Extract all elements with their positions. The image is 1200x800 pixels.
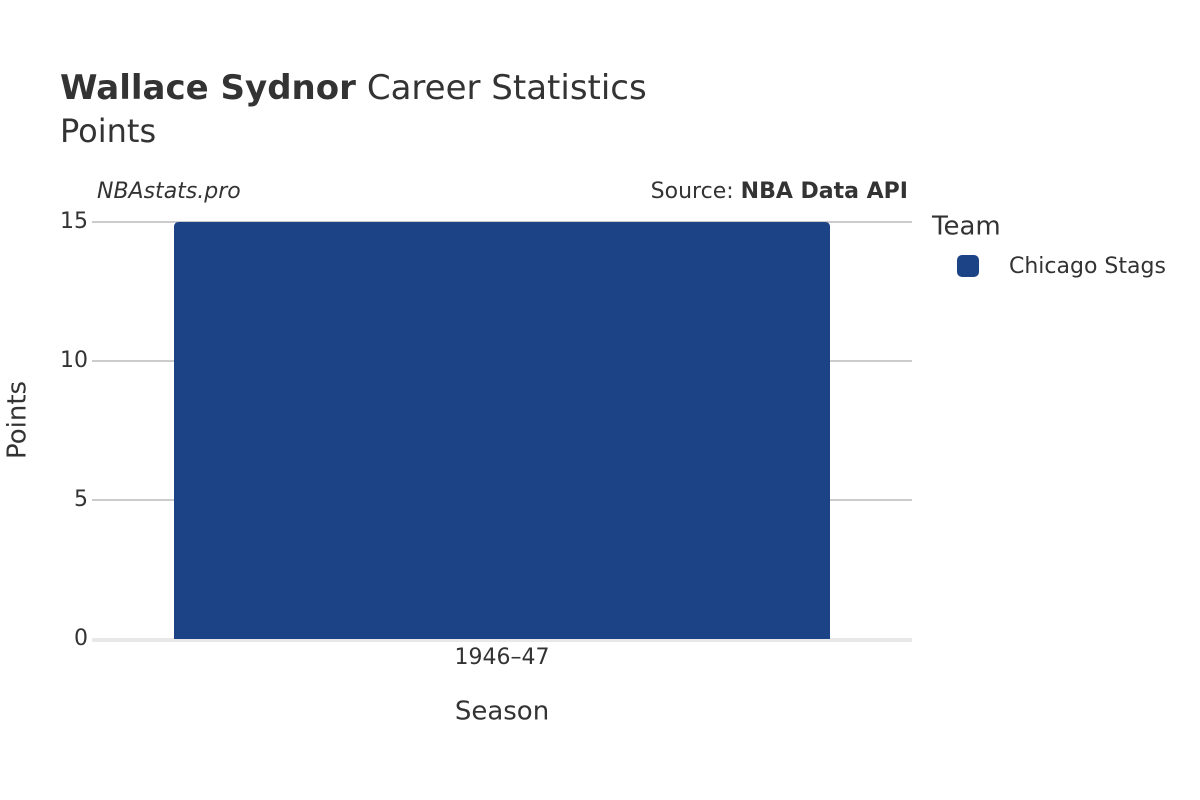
title-bold: Wallace Sydnor [60,68,356,108]
y-tick-label: 10 [60,348,88,373]
source-name: NBA Data API [741,179,908,204]
x-axis-label: Season [455,697,549,727]
legend-title: Team [931,212,1001,242]
chart-subtitle: Points [60,112,156,150]
bar [174,222,830,639]
source-label: Source: [651,179,734,204]
source: Source: NBA Data API [651,179,908,204]
title-rest: Career Statistics [367,68,647,108]
x-tick-label: 1946–47 [455,645,550,670]
y-tick-label: 0 [74,626,88,651]
legend-swatch [957,255,979,277]
y-axis-label: Points [3,381,33,459]
y-tick-label: 5 [74,487,88,512]
y-tick-label: 15 [60,209,88,234]
legend-label[interactable]: Chicago Stags [1009,254,1166,279]
chart-title: Wallace Sydnor Career Statistics [60,68,647,108]
watermark: NBAstats.pro [97,179,241,204]
